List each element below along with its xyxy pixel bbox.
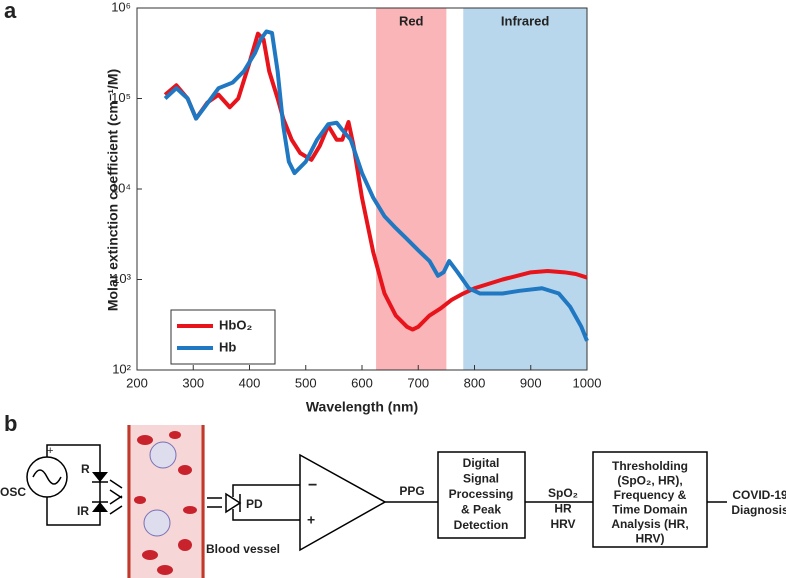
box1-text: Detection [454,518,509,532]
led-label: IR [77,504,89,518]
x-tick-label: 900 [520,375,542,390]
legend-label: HbO₂ [219,317,252,332]
box2-text: Thresholding [612,459,688,473]
plus-label: + [47,445,53,457]
red-cells [134,431,197,575]
vessel-label: Blood vessel [206,542,280,556]
chart: Red Infrared 200 300 400 500 600 700 800 900 1000 1… [111,0,602,390]
wire [46,444,101,526]
result-text: Diagnosis [731,503,786,517]
box2-text: HRV) [635,532,664,546]
diagram: OSC + R IR PD Blood vessel − + PPG Digit… [0,425,786,578]
y-tick-label: 10⁵ [111,90,131,105]
led-ir [92,502,108,512]
photodiode [225,492,242,514]
y-tick-label: 10⁴ [111,180,131,195]
box1-text: Digital [463,456,500,470]
molecule [143,509,171,537]
shaded-region [376,8,447,370]
amp-plus: + [307,512,315,528]
region-label: Infrared [501,13,549,28]
led-label: R [81,462,90,476]
x-tick-label: 600 [351,375,373,390]
series-line [163,31,588,332]
box1-text: Processing [449,487,514,501]
ppg-label: PPG [399,484,424,498]
region-label: Red [399,13,424,28]
x-tick-label: 400 [239,375,261,390]
x-tick-label: 1000 [573,375,602,390]
dsp-box [437,451,526,539]
light-arrows [109,479,123,515]
op-amp [299,453,387,552]
y-axis-label: Molar extinction coefficient (cm⁻¹/M) [105,69,121,311]
panel-label: b [4,411,17,436]
panel-label: a [4,0,17,23]
x-tick-label: 800 [464,375,486,390]
molecule [149,441,177,469]
light-arrows [207,497,222,508]
led-red [92,472,108,482]
legend-box [170,309,276,365]
analysis-box [592,451,708,548]
osc-label: OSC [0,485,26,499]
y-tick-label: 10² [112,361,131,376]
box2-text: Frequency & [614,488,687,502]
box2-text: Analysis (HR, [611,517,688,531]
box2-text: (SpO₂, HR), [617,474,682,488]
x-tick-label: 700 [407,375,429,390]
outputs-text: HR [554,502,572,516]
series-line [163,29,589,342]
outputs-text: HRV [550,517,575,531]
x-tick-label: 200 [126,375,148,390]
amp-minus: − [308,477,317,494]
result-text: COVID-19 [732,488,786,502]
sine-icon [32,469,62,485]
x-tick-label: 500 [295,375,317,390]
wire [232,484,300,521]
y-tick-label: 10⁶ [111,0,131,14]
y-tick-label: 10³ [112,271,131,286]
shaded-region [463,8,587,370]
outputs-text: SpO₂ [548,486,578,500]
legend-label: Hb [219,339,236,354]
pd-label: PD [246,497,263,511]
x-axis-label: Wavelength (nm) [306,399,418,415]
box1-text: & Peak [461,503,501,517]
box2-text: Time Domain [612,503,687,517]
box1-text: Signal [463,472,499,486]
x-tick-label: 300 [182,375,204,390]
